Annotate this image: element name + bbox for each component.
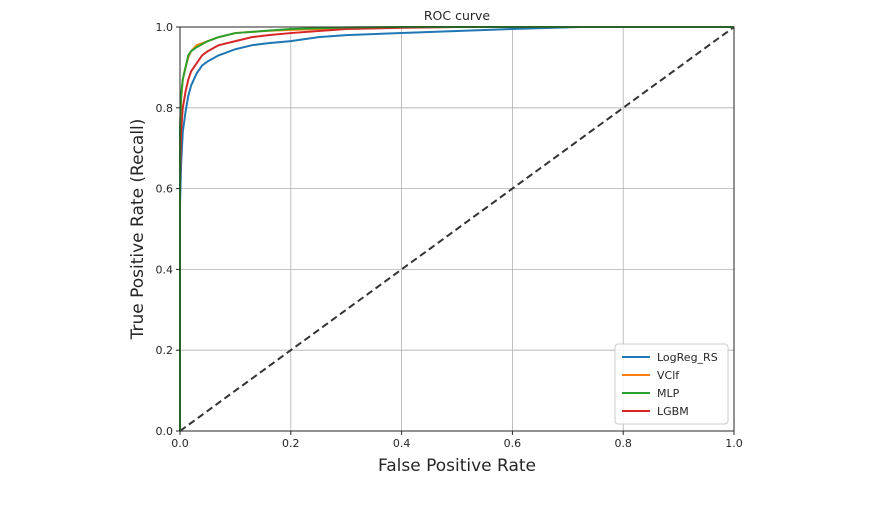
series-line-mlp	[179, 26, 734, 431]
y-axis: 0.0 0.2 0.4 0.6 0.8 1.0	[156, 21, 180, 438]
series-line-lgbm	[179, 26, 734, 431]
y-tick-label: 0.8	[156, 102, 174, 115]
plot-frame	[179, 26, 735, 432]
y-tick-label: 0.0	[156, 425, 174, 438]
y-tick-label: 1.0	[156, 21, 174, 34]
x-tick-label: 0.4	[393, 437, 411, 450]
legend-label: LGBM	[657, 405, 689, 418]
series-lines	[179, 26, 734, 431]
legend-label: VClf	[657, 369, 680, 382]
x-tick-label: 0.2	[282, 437, 300, 450]
x-tick-label: 0.8	[614, 437, 632, 450]
y-axis-label: True Positive Rate (Recall)	[128, 119, 148, 341]
series-line-logreg-rs	[179, 26, 734, 431]
y-tick-label: 0.6	[156, 183, 174, 196]
chart-title: ROC curve	[424, 8, 491, 23]
y-tick-label: 0.2	[156, 344, 174, 357]
reference-diagonal-line	[179, 26, 735, 432]
y-tick-label: 0.4	[156, 263, 174, 276]
legend: LogReg_RS VClf MLP LGBM	[614, 343, 729, 425]
x-axis: 0.0 0.2 0.4 0.6 0.8 1.0	[171, 431, 743, 450]
x-tick-label: 0.0	[171, 437, 189, 450]
legend-label: LogReg_RS	[657, 351, 718, 364]
x-tick-label: 1.0	[725, 437, 743, 450]
x-axis-label: False Positive Rate	[378, 456, 536, 476]
reference-diagonal	[179, 26, 735, 432]
x-tick-label: 0.6	[504, 437, 522, 450]
legend-label: MLP	[657, 387, 680, 400]
legend-box	[614, 343, 729, 425]
